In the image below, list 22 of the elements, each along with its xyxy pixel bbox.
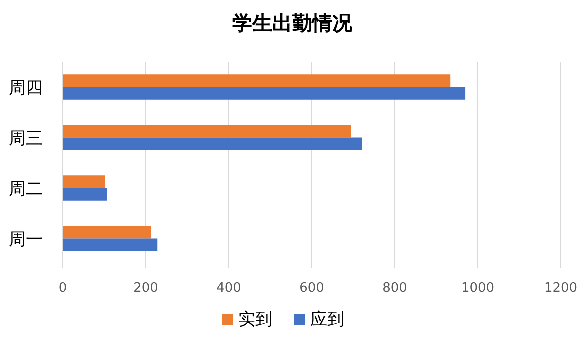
bar [63, 87, 466, 100]
bar [63, 138, 362, 150]
legend-label: 实到 [238, 310, 272, 330]
bar [63, 226, 152, 239]
bar [63, 188, 107, 201]
bar [63, 176, 106, 188]
chart-title: 学生出勤情况 [232, 11, 354, 35]
legend-label: 应到 [310, 310, 344, 330]
x-tick-label: 0 [58, 281, 68, 296]
x-tick-label: 400 [216, 281, 242, 296]
y-tick-label: 周三 [9, 128, 43, 149]
bar [63, 238, 158, 252]
y-tick-label: 周二 [9, 179, 43, 200]
x-tick-label: 600 [300, 281, 324, 296]
x-tick-label: 200 [134, 281, 158, 296]
x-tick-label: 1000 [461, 281, 495, 296]
bar [63, 125, 352, 138]
bar [63, 74, 451, 88]
x-tick-label: 1200 [544, 281, 578, 296]
x-tick-label: 800 [382, 281, 408, 296]
y-tick-label: 周四 [9, 78, 43, 98]
y-tick-label: 周一 [9, 230, 43, 250]
